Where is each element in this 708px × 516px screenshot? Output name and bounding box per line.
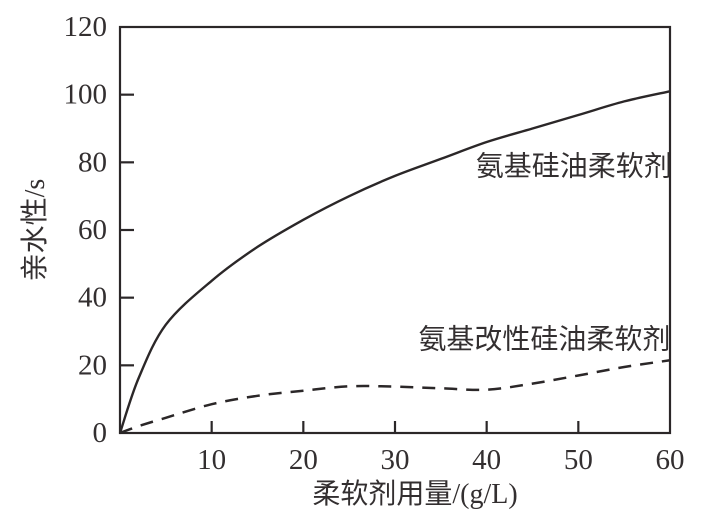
x-axis-title: 柔软剂用量/(g/L) bbox=[312, 478, 517, 510]
y-axis-tick-label: 0 bbox=[93, 417, 108, 449]
y-axis-title: 亲水性/s bbox=[19, 179, 51, 282]
series-line-dashed bbox=[119, 359, 671, 435]
y-axis-tick-label: 80 bbox=[78, 146, 107, 178]
series-label-solid: 氨基硅油柔软剂 bbox=[476, 151, 672, 183]
y-axis-tick-label: 20 bbox=[78, 349, 107, 381]
x-axis-tick-label: 50 bbox=[564, 444, 593, 476]
series-line-solid bbox=[118, 90, 671, 434]
x-axis-tick-label: 60 bbox=[656, 444, 685, 476]
y-axis-tick-label: 60 bbox=[78, 214, 107, 246]
plot-frame bbox=[118, 25, 672, 435]
x-axis-tick-label: 20 bbox=[289, 444, 318, 476]
series-label-dashed: 氨基改性硅油柔软剂 bbox=[418, 323, 670, 355]
y-axis-tick-label: 120 bbox=[64, 11, 108, 43]
x-axis-tick-label: 10 bbox=[197, 444, 226, 476]
y-axis-tick-label: 40 bbox=[78, 282, 107, 314]
y-axis-tick-label: 100 bbox=[64, 79, 108, 111]
x-axis-tick-label: 30 bbox=[381, 444, 410, 476]
x-axis-tick-label: 40 bbox=[472, 444, 501, 476]
